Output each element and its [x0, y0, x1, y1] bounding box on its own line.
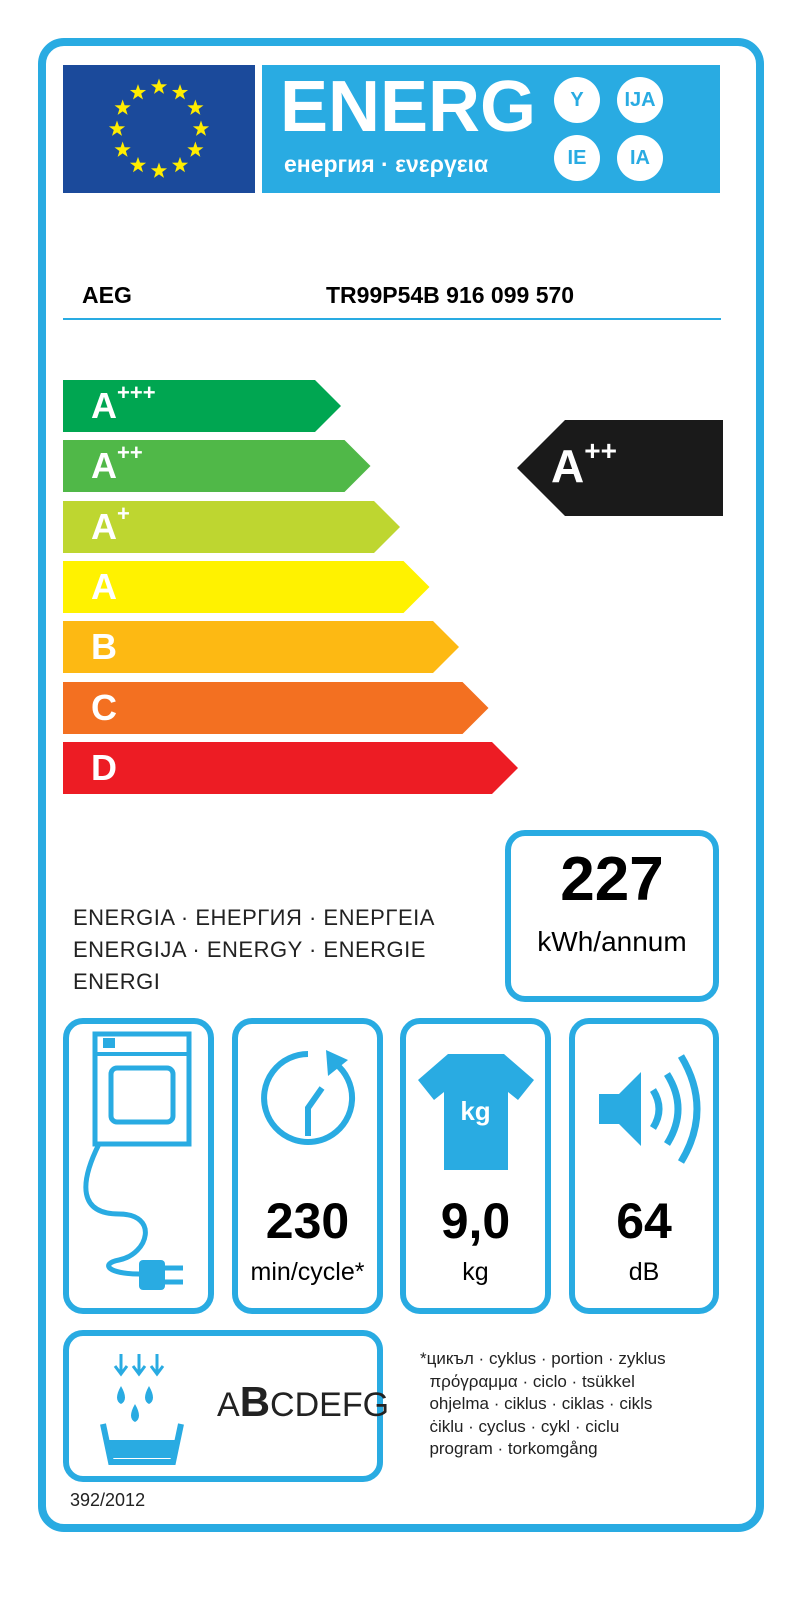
footnote-line: πρόγραμμα · ciclo · tsükkel: [420, 1371, 635, 1391]
star-icon: [192, 120, 210, 136]
regulation-number: 392/2012: [70, 1490, 146, 1510]
energy-banner: ENERG енергия · ενεργεια Y IJA IE IA: [262, 65, 720, 193]
condensation-scale: ABCDEFG: [217, 1378, 389, 1429]
efficiency-class-label: C: [91, 686, 117, 728]
noise-box: 64 dB: [569, 1018, 719, 1314]
star-icon: [150, 78, 168, 94]
capacity-box: kg 9,0 kg: [400, 1018, 551, 1314]
divider: [63, 318, 721, 320]
energy-label-line: ENERGIJA · ENERGY · ENERGIE: [73, 937, 426, 962]
brand: AEG: [82, 282, 132, 308]
star-icon: [187, 99, 204, 115]
noise-value: 64: [616, 1193, 672, 1249]
efficiency-class-label: A+: [91, 500, 130, 547]
clock-cycle-icon: [261, 1050, 356, 1145]
star-icon: [114, 141, 131, 157]
energy-label-line: ENERGIA · ЕНЕРГИЯ · ΕΝΕΡΓΕΙΑ: [73, 905, 435, 930]
efficiency-class-label: A+++: [91, 380, 156, 426]
efficiency-class-a: A: [63, 560, 430, 613]
efficiency-class-label: B: [91, 626, 117, 668]
label-frame: [38, 38, 764, 1532]
energy-subtitle: енергия · ενεργεια: [284, 151, 489, 177]
condensation-icon: [100, 1354, 184, 1465]
suffix-y: Y: [554, 77, 600, 123]
rating-letter: A: [551, 440, 585, 492]
footnote-line: ohjelma · ciklus · ciklas · cikls: [420, 1394, 653, 1413]
efficiency-class-app: A++: [63, 440, 371, 493]
tshirt-icon: [418, 1054, 534, 1170]
efficiency-class-c: C: [63, 681, 489, 734]
eu-flag: [63, 65, 255, 193]
condensation-box: ABCDEFG: [63, 1330, 389, 1482]
condensation-class-rest: CDEFG: [270, 1386, 390, 1424]
model-number: TR99P54B 916 099 570: [326, 282, 575, 308]
cycle-time-value: 230: [265, 1193, 350, 1249]
suffix-ia: IA: [617, 135, 663, 181]
star-icon: [114, 99, 131, 115]
star-icon: [171, 156, 189, 173]
cycle-footnote: *цикъл · cyklus · portion · zyklus πρόγρ…: [420, 1348, 666, 1461]
footnote-line: *цикъл · cyklus · portion · zyklus: [420, 1349, 666, 1368]
footnote-line: ċiklu · cyclus · cykl · ciclu: [420, 1416, 620, 1436]
efficiency-class-b: B: [63, 621, 459, 674]
energy-value: 227: [560, 845, 664, 914]
energy-consumption-box: 227 kWh/annum: [505, 830, 719, 1002]
efficiency-class-ap: A+: [63, 500, 400, 553]
speaker-icon: [599, 1054, 701, 1164]
energy-unit: kWh/annum: [537, 926, 687, 957]
cycle-time-box: 230 min/cycle*: [232, 1018, 383, 1314]
energy-label-text: ENERGIA · ЕНЕРГИЯ · ΕΝΕΡΓΕΙΑ ENERGIJA · …: [73, 902, 435, 998]
cycle-time-unit: min/cycle*: [250, 1258, 365, 1286]
condensation-class-a: A: [217, 1386, 240, 1424]
efficiency-class-appp: A+++: [63, 380, 341, 432]
footnote-line: program · torkomgång: [420, 1439, 598, 1458]
efficiency-class-label: A: [91, 565, 117, 607]
eu-stars-icon: [108, 78, 210, 178]
efficiency-class-d: D: [63, 741, 518, 794]
star-icon: [129, 156, 147, 173]
star-icon: [171, 84, 189, 100]
energy-title: ENERG: [280, 67, 537, 147]
efficiency-class-label: D: [91, 746, 117, 788]
condensation-class-active: B: [239, 1378, 271, 1425]
star-icon: [108, 120, 126, 136]
star-icon: [150, 162, 168, 178]
star-icon: [187, 141, 204, 157]
capacity-value: 9,0: [440, 1193, 511, 1249]
rating-plus: ++: [584, 434, 617, 466]
efficiency-class-label: A++: [91, 440, 143, 487]
energy-label-line: ENERGI: [73, 969, 161, 994]
dryer-box: [63, 1018, 214, 1314]
tumble-dryer-plug-icon: [83, 1031, 192, 1290]
suffix-ie: IE: [554, 135, 600, 181]
tshirt-kg-text: kg: [460, 1096, 491, 1126]
suffix-ija: IJA: [617, 77, 663, 123]
star-icon: [129, 84, 147, 100]
noise-unit: dB: [628, 1258, 660, 1286]
rating-arrow: A++: [517, 420, 723, 516]
capacity-unit: kg: [462, 1258, 489, 1286]
